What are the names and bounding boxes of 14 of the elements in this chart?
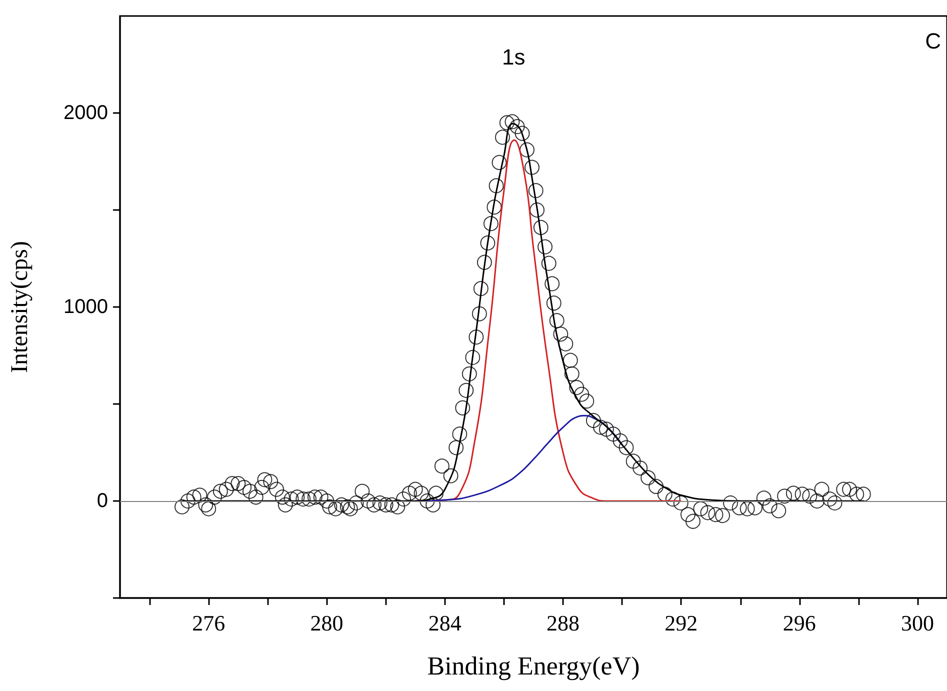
y-tick-label: 2000 [64, 102, 108, 124]
x-tick-label: 280 [310, 610, 344, 636]
x-tick-label: 284 [428, 610, 462, 636]
annotation: 1s [502, 44, 526, 70]
y-axis-title: Intensity(cps) [7, 241, 33, 373]
x-tick-label: 292 [664, 610, 698, 636]
x-tick-label: 300 [900, 610, 934, 636]
y-tick-label: 1000 [64, 296, 108, 318]
x-tick-label: 288 [546, 610, 580, 636]
x-axis-title: Binding Energy(eV) [427, 652, 640, 680]
annotation: C [925, 28, 942, 54]
y-tick-label: 0 [96, 490, 108, 512]
x-tick-label: 296 [782, 610, 816, 636]
x-tick-label: 276 [192, 610, 226, 636]
